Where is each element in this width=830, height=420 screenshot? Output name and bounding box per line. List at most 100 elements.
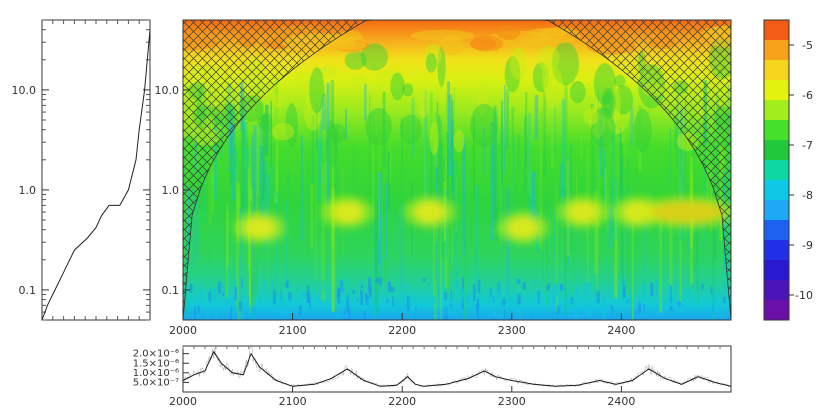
- heatmap-noise: [238, 301, 242, 311]
- heatmap-noise: [352, 290, 355, 295]
- heatmap-noise: [338, 277, 343, 283]
- colorbar-tick-label: -7: [802, 139, 813, 152]
- heatmap-streak: [285, 199, 287, 288]
- heatmap-streak: [695, 215, 698, 290]
- heatmap-noise: [462, 277, 464, 292]
- heatmap-noise: [643, 283, 646, 301]
- heatmap-noise: [493, 295, 495, 303]
- heatmap-hotspot-halo: [233, 211, 286, 244]
- ts-y-tick-label: 1.5×10⁻⁶: [133, 358, 179, 369]
- heatmap-noise: [513, 292, 517, 302]
- heatmap-noise: [713, 293, 716, 308]
- heatmap-streak: [255, 105, 259, 222]
- ts-x-tick-label: 2300: [498, 395, 526, 408]
- heatmap-streak: [679, 176, 682, 303]
- heatmap-noise: [288, 292, 292, 301]
- heatmap-noise: [251, 305, 256, 320]
- heatmap-streak: [451, 191, 454, 268]
- heatmap-noise: [538, 292, 541, 303]
- heatmap-blob: [402, 83, 414, 97]
- heatmap-noise: [225, 297, 230, 305]
- heatmap-blob: [542, 58, 555, 96]
- heatmap-noise: [222, 283, 224, 300]
- heatmap-noise: [364, 299, 368, 304]
- heatmap-streak: [250, 201, 253, 320]
- heatmap-noise: [553, 285, 555, 290]
- heatmap-streak: [429, 92, 433, 128]
- heatmap-blob: [509, 47, 527, 80]
- heatmap-top-ripple: [440, 35, 464, 56]
- heatmap-noise: [187, 301, 190, 317]
- heatmap-streak: [681, 154, 683, 212]
- heatmap-streak: [231, 122, 236, 201]
- heatmap-streak: [703, 122, 707, 250]
- gps-tick-label: 1.0: [19, 184, 37, 197]
- heatmap-streak: [659, 203, 663, 313]
- heatmap-noise: [677, 301, 681, 306]
- heatmap-blob: [305, 76, 317, 91]
- heatmap-noise: [461, 297, 464, 310]
- heatmap-noise: [208, 291, 211, 302]
- heatmap-streak: [274, 80, 279, 203]
- heatmap-noise: [476, 298, 480, 309]
- heatmap-noise: [309, 297, 311, 308]
- heatmap-streak: [569, 142, 572, 253]
- heatmap-streak: [192, 190, 196, 268]
- heatmap-noise: [336, 308, 340, 319]
- heatmap-blob: [326, 120, 338, 167]
- heatmap-hotspots: [233, 196, 731, 244]
- heatmap-noise: [655, 279, 657, 293]
- heatmap-noise: [189, 283, 193, 293]
- heatmap-noise: [656, 294, 658, 299]
- heatmap-noise: [352, 297, 356, 306]
- heatmap-noise: [199, 282, 202, 296]
- heatmap-streak: [528, 131, 532, 195]
- heatmap-blob: [437, 45, 446, 87]
- heatmap-streak: [379, 214, 383, 286]
- heatmap-streak: [330, 80, 335, 129]
- heatmap-blob: [614, 74, 626, 88]
- heatmap-streak: [259, 102, 264, 146]
- heatmap-noise: [396, 304, 399, 310]
- heatmap-streak: [345, 108, 347, 140]
- heatmap-noise: [301, 289, 304, 307]
- heatmap-noise: [328, 300, 331, 306]
- heatmap-streak: [440, 212, 442, 320]
- heatmap-top-ripple: [496, 25, 521, 40]
- heatmap-noise: [361, 285, 363, 289]
- heatmap-blob: [374, 69, 402, 88]
- colorbar-tick-label: -8: [802, 189, 813, 202]
- heatmap-noise: [360, 290, 364, 306]
- heatmap-streak: [532, 171, 536, 224]
- heatmap-streak: [445, 91, 447, 222]
- heatmap-blob: [317, 65, 338, 78]
- heatmap-streak: [401, 117, 403, 213]
- heatmap-streak: [601, 129, 603, 192]
- heatmap-noise: [280, 297, 284, 306]
- heatmap-noise: [455, 306, 458, 320]
- colorbar-swatch: [764, 200, 789, 221]
- heatmap-noise: [477, 279, 481, 293]
- heatmap-noise: [529, 309, 531, 320]
- heatmap-streak: [555, 181, 559, 312]
- heatmap-streak: [334, 129, 339, 195]
- colorbar-swatch: [764, 240, 789, 261]
- heatmap-blob: [589, 101, 606, 139]
- heatmap-streak: [233, 142, 236, 215]
- heatmap-streak: [534, 95, 539, 140]
- heatmap-noise: [271, 280, 274, 290]
- heatmap-streak: [195, 196, 199, 261]
- heatmap-streak: [242, 108, 246, 224]
- heatmap-streak: [525, 92, 528, 167]
- heatmap-blob: [328, 123, 347, 144]
- heatmap-noise: [241, 278, 243, 288]
- heatmap-noise: [560, 284, 564, 291]
- heatmap-noise: [622, 284, 624, 290]
- heatmap-streak: [572, 218, 574, 308]
- heatmap-noise: [214, 288, 216, 304]
- heatmap-streak: [326, 82, 330, 205]
- heatmap-streak: [434, 112, 439, 168]
- heatmap-streak: [597, 128, 601, 229]
- heatmap-streak: [450, 121, 454, 159]
- heatmap-streak: [455, 174, 458, 233]
